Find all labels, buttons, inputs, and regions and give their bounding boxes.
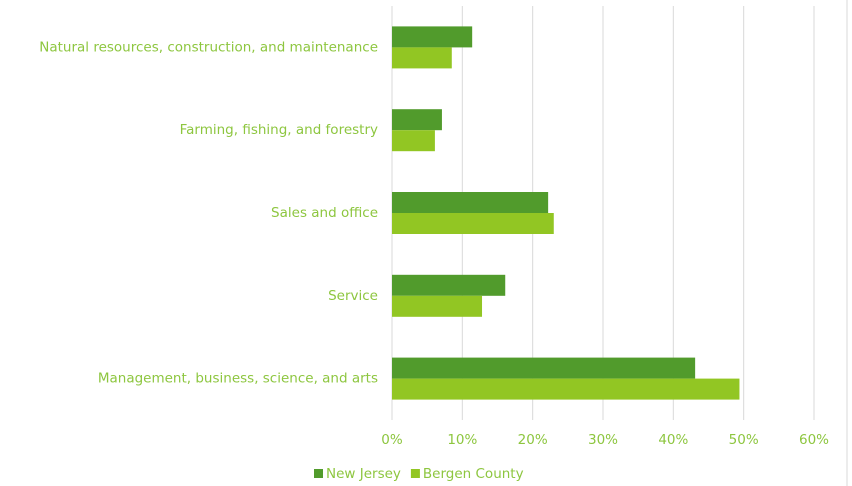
bar (392, 192, 549, 213)
bar (392, 26, 473, 48)
bar (392, 130, 435, 152)
legend-label: Bergen County (423, 466, 524, 482)
legend-swatch (410, 469, 420, 478)
legend-swatch (314, 469, 323, 478)
bar (392, 295, 483, 317)
x-tick-label: 40% (658, 432, 688, 448)
legend-label: New Jersey (326, 466, 401, 482)
bar (392, 357, 696, 379)
x-tick-label: 50% (729, 432, 759, 448)
y-tick-label: Farming, fishing, and forestry (180, 122, 378, 138)
y-tick-label: Management, business, science, and arts (98, 371, 378, 387)
bar (392, 109, 442, 131)
x-tick-label: 0% (381, 432, 403, 448)
bar (392, 213, 554, 234)
x-tick-label: 20% (518, 432, 548, 448)
x-tick-label: 30% (588, 432, 618, 448)
y-tick-label: Sales and office (271, 205, 378, 221)
y-tick-label: Service (328, 288, 378, 304)
x-tick-label: 10% (447, 432, 477, 448)
bar (392, 274, 506, 296)
x-tick-label: 60% (799, 432, 829, 448)
y-tick-label: Natural resources, construction, and mai… (39, 39, 378, 55)
bar (392, 47, 452, 69)
bar (392, 378, 740, 400)
